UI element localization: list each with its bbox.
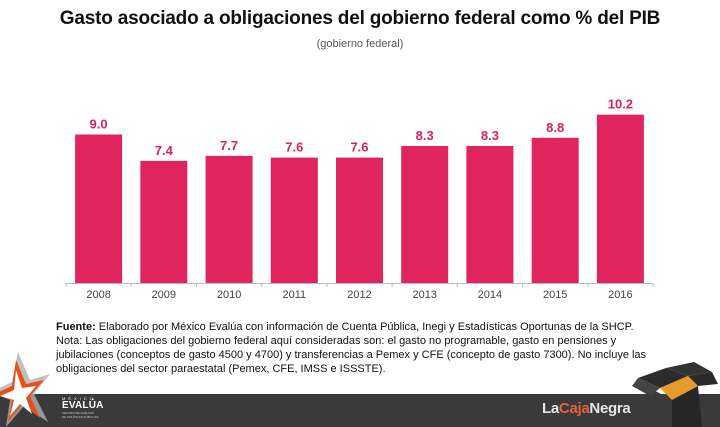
logo-sub1: CENTRO DE ANÁLISIS	[62, 411, 94, 415]
source-text: Elaborado por México Evalúa con informac…	[95, 321, 634, 333]
logo-mexico: MÉXICO	[62, 396, 96, 401]
bar-2009	[140, 160, 188, 283]
bar-2010	[205, 155, 253, 283]
footer-bar	[0, 394, 720, 427]
logo-evalua: EVALÚA	[62, 400, 104, 411]
source-line: Fuente: Elaborado por México Evalúa con …	[56, 320, 666, 334]
chart-subtitle: (gobierno federal)	[316, 38, 404, 50]
chart-title: Gasto asociado a obligaciones del gobier…	[59, 8, 661, 29]
x-tick-label-2014: 2014	[478, 289, 502, 301]
x-tick-label-2015: 2015	[543, 289, 567, 301]
x-axis: 2008 2009 2010 2011 2012 2013 2014 2015 2016	[65, 283, 654, 301]
data-label-2014: 8.3	[481, 128, 499, 143]
bar-2008	[75, 134, 123, 283]
logo-negra: Negra	[589, 400, 631, 417]
mexico-evalua-star-icon	[0, 352, 50, 427]
x-tick-label-2009: 2009	[152, 289, 176, 301]
logo-sub2: DE POLÍTICAS PÚBLICAS	[62, 415, 99, 419]
x-tick-label-2008: 2008	[86, 289, 110, 301]
data-labels-group: 9.0 7.4 7.7 7.6 7.6 8.3 8.3 8.8 10.2	[90, 97, 633, 158]
x-tick-label-2010: 2010	[217, 289, 241, 301]
mexico-evalua-logo: MÉXICO EVALÚA CENTRO DE ANÁLISIS DE POLÍ…	[62, 396, 104, 419]
logo-la: La	[542, 400, 559, 417]
bar-2014	[466, 146, 514, 283]
data-label-2016: 10.2	[608, 97, 633, 112]
data-label-2010: 7.7	[220, 138, 238, 153]
x-tick-label-2013: 2013	[412, 289, 436, 301]
note-text: Nota: Las obligaciones del gobierno fede…	[56, 335, 647, 375]
bar-2015	[531, 137, 579, 283]
x-tick-label-2016: 2016	[608, 289, 632, 301]
la-caja-negra-logo: LaCajaNegra	[542, 400, 631, 417]
data-label-2009: 7.4	[155, 143, 174, 158]
bar-2013	[401, 146, 449, 283]
bar-2012	[336, 157, 383, 283]
data-label-2013: 8.3	[416, 128, 434, 143]
bar-2016	[596, 114, 644, 283]
data-label-2015: 8.8	[546, 120, 564, 135]
data-label-2012: 7.6	[350, 140, 368, 155]
x-tick-label-2012: 2012	[347, 289, 371, 301]
logo-caja: Caja	[558, 400, 590, 417]
data-label-2011: 7.6	[285, 140, 303, 155]
source-label: Fuente:	[56, 321, 96, 333]
bars-group	[75, 114, 644, 283]
open-box-icon	[632, 362, 718, 427]
bar-2011	[270, 157, 318, 283]
source-note: Fuente: Elaborado por México Evalúa con …	[56, 320, 666, 376]
data-label-2008: 9.0	[90, 117, 108, 132]
x-tick-label-2011: 2011	[282, 289, 306, 301]
bar-chart: 9.0 7.4 7.7 7.6 7.6 8.3 8.3 8.8 10.2 2008 2009 201…	[65, 97, 654, 301]
